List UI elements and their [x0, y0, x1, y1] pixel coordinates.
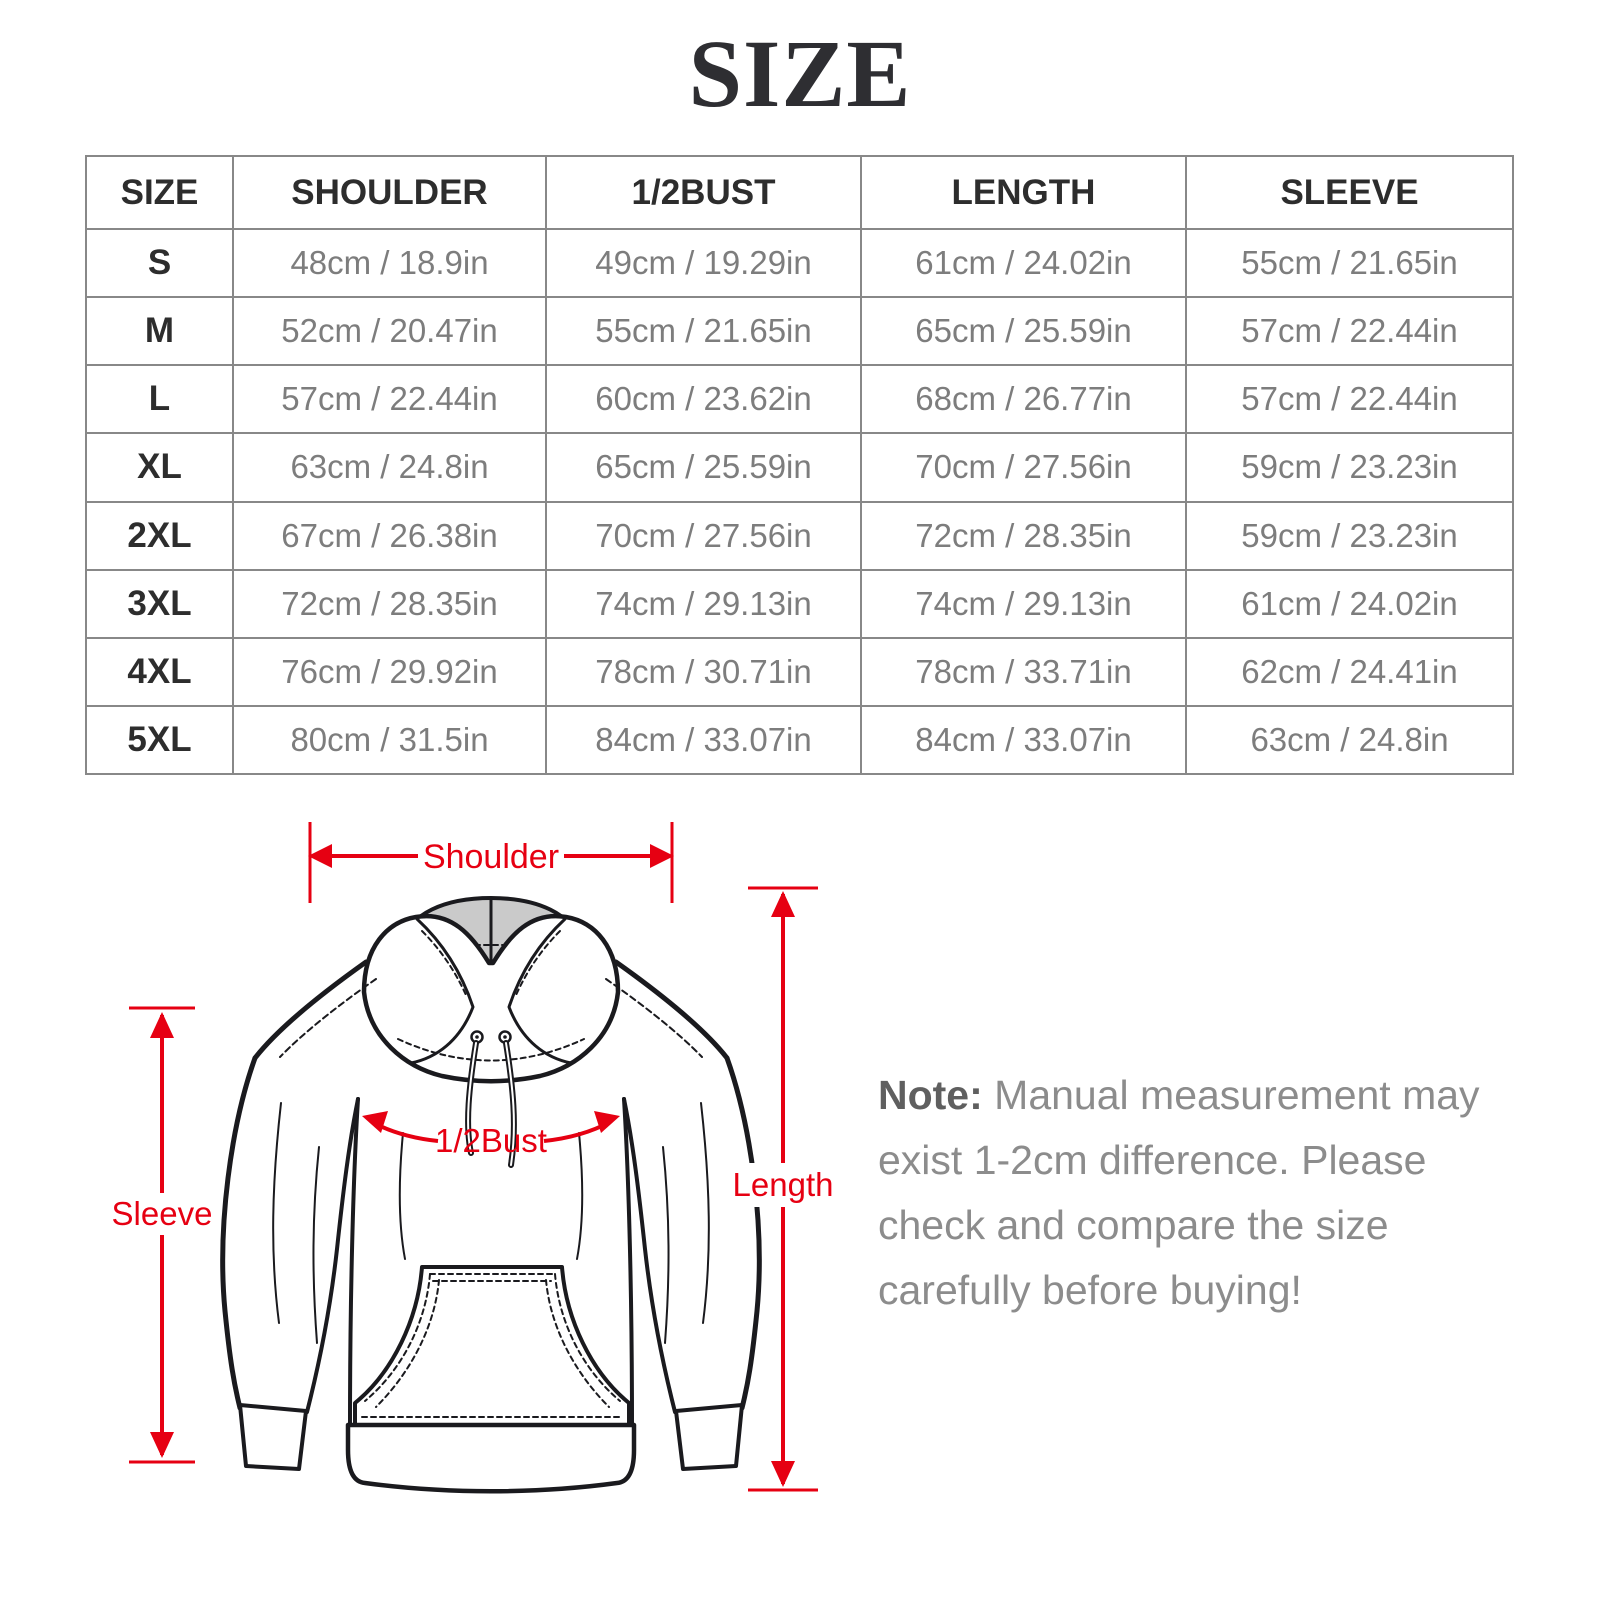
column-header-length: LENGTH	[860, 155, 1187, 230]
size-label-cell: S	[85, 227, 234, 299]
hoodie-drawing	[220, 896, 762, 1494]
shoulder-arrow-label: Shoulder	[423, 838, 559, 876]
bust-cell: 65cm / 25.59in	[545, 432, 862, 503]
sleeves	[220, 1055, 762, 1471]
sleeve-arrow: Sleeve	[112, 1006, 213, 1464]
size-label-cell: XL	[85, 432, 234, 503]
page-title: SIZE	[688, 20, 912, 127]
table-row-s: S 48cm / 18.9in 49cm / 19.29in 61cm / 24…	[85, 227, 1514, 299]
bust-arrow-label: 1/2Bust	[435, 1122, 547, 1159]
table-row-2xl: 2XL 67cm / 26.38in 70cm / 27.56in 72cm /…	[85, 500, 1514, 571]
length-cell: 61cm / 24.02in	[860, 227, 1187, 299]
kangaroo-pocket	[353, 1265, 631, 1427]
length-cell: 70cm / 27.56in	[860, 432, 1187, 503]
table-row-4xl: 4XL 76cm / 29.92in 78cm / 30.71in 78cm /…	[85, 636, 1514, 707]
table-header-row: SIZE SHOULDER 1/2BUST LENGTH SLEEVE	[85, 155, 1514, 230]
shoulder-cell: 67cm / 26.38in	[232, 500, 547, 571]
size-label-cell: M	[85, 296, 234, 367]
bust-cell: 74cm / 29.13in	[545, 568, 862, 639]
collar	[361, 913, 621, 1084]
size-label-cell: L	[85, 364, 234, 435]
bust-cell: 60cm / 23.62in	[545, 364, 862, 435]
shoulder-cell: 76cm / 29.92in	[232, 636, 547, 707]
length-cell: 74cm / 29.13in	[860, 568, 1187, 639]
sleeve-cell: 59cm / 23.23in	[1185, 500, 1514, 571]
sleeve-cell: 63cm / 24.8in	[1185, 704, 1514, 776]
column-header-bust: 1/2BUST	[545, 155, 862, 230]
column-header-size: SIZE	[85, 155, 234, 230]
note-prefix: Note:	[878, 1072, 983, 1118]
length-cell: 72cm / 28.35in	[860, 500, 1187, 571]
table-row-xl: XL 63cm / 24.8in 65cm / 25.59in 70cm / 2…	[85, 432, 1514, 503]
sleeve-cell: 57cm / 22.44in	[1185, 364, 1514, 435]
size-label-cell: 3XL	[85, 568, 234, 639]
note-line: exist 1-2cm difference. Please	[878, 1137, 1427, 1183]
size-chart-table: SIZE SHOULDER 1/2BUST LENGTH SLEEVE S 48…	[85, 155, 1514, 776]
shoulder-cell: 72cm / 28.35in	[232, 568, 547, 639]
measurement-note: Note: Manual measurement may exist 1-2cm…	[878, 1063, 1518, 1323]
sleeve-cell: 62cm / 24.41in	[1185, 636, 1514, 707]
shoulder-arrow: Shoulder	[308, 822, 674, 903]
drawstrings	[465, 1030, 517, 1168]
sleeve-cell: 55cm / 21.65in	[1185, 227, 1514, 299]
table-row-m: M 52cm / 20.47in 55cm / 21.65in 65cm / 2…	[85, 296, 1514, 367]
sleeve-cell: 61cm / 24.02in	[1185, 568, 1514, 639]
bust-cell: 55cm / 21.65in	[545, 296, 862, 367]
column-header-sleeve: SLEEVE	[1185, 155, 1514, 230]
shoulder-cell: 63cm / 24.8in	[232, 432, 547, 503]
length-cell: 78cm / 33.71in	[860, 636, 1187, 707]
bust-cell: 84cm / 33.07in	[545, 704, 862, 776]
note-line: check and compare the size	[878, 1202, 1389, 1248]
shoulder-cell: 48cm / 18.9in	[232, 227, 547, 299]
shoulder-cell: 80cm / 31.5in	[232, 704, 547, 776]
note-line: carefully before buying!	[878, 1267, 1302, 1313]
table-row-3xl: 3XL 72cm / 28.35in 74cm / 29.13in 74cm /…	[85, 568, 1514, 639]
length-cell: 68cm / 26.77in	[860, 364, 1187, 435]
bust-cell: 70cm / 27.56in	[545, 500, 862, 571]
length-cell: 65cm / 25.59in	[860, 296, 1187, 367]
table-row-l: L 57cm / 22.44in 60cm / 23.62in 68cm / 2…	[85, 364, 1514, 435]
note-line1-text: Manual measurement may	[994, 1072, 1480, 1118]
size-label-cell: 2XL	[85, 500, 234, 571]
shoulder-cell: 57cm / 22.44in	[232, 364, 547, 435]
length-arrow: Length	[727, 886, 839, 1492]
hem-band	[345, 1422, 637, 1494]
shoulder-cell: 52cm / 20.47in	[232, 296, 547, 367]
column-header-shoulder: SHOULDER	[232, 155, 547, 230]
hoodie-body	[252, 959, 730, 1427]
size-label-cell: 4XL	[85, 636, 234, 707]
bust-cell: 49cm / 19.29in	[545, 227, 862, 299]
note-line: Note: Manual measurement may	[878, 1063, 1518, 1128]
length-cell: 84cm / 33.07in	[860, 704, 1187, 776]
bust-arrow: 1/2Bust	[362, 1111, 620, 1159]
sleeve-cell: 59cm / 23.23in	[1185, 432, 1514, 503]
length-arrow-label: Length	[733, 1166, 834, 1203]
size-label-cell: 5XL	[85, 704, 234, 776]
bust-cell: 78cm / 30.71in	[545, 636, 862, 707]
hoodie-measurement-diagram: Shoulder Sleeve Length 1/2Bust	[112, 822, 839, 1494]
sleeve-arrow-label: Sleeve	[112, 1195, 213, 1232]
sleeve-cell: 57cm / 22.44in	[1185, 296, 1514, 367]
table-row-5xl: 5XL 80cm / 31.5in 84cm / 33.07in 84cm / …	[85, 704, 1514, 776]
